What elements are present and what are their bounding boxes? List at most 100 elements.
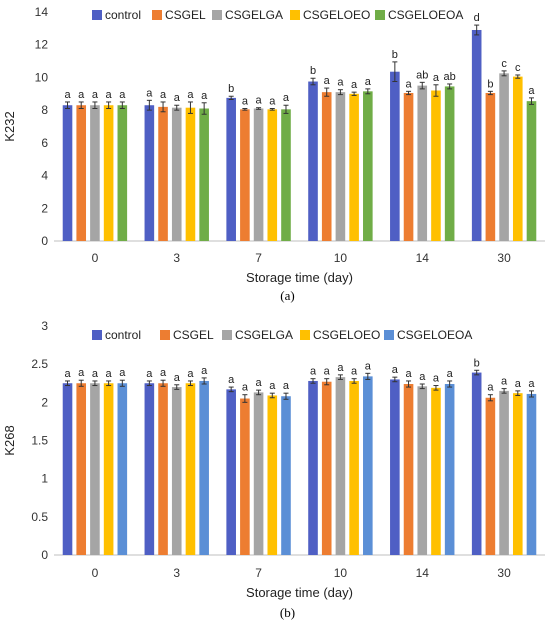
bar-csgel <box>76 105 87 241</box>
significance-letter: a <box>487 382 494 394</box>
bar-csgelga <box>253 108 264 241</box>
legend-label: CSGELOEO <box>313 328 380 342</box>
significance-letter: a <box>187 368 194 380</box>
x-tick-label: 14 <box>416 251 430 265</box>
x-tick-label: 0 <box>92 251 99 265</box>
significance-letter: a <box>392 364 399 376</box>
bar-csgeloeo <box>349 380 359 555</box>
significance-letter: a <box>447 368 454 380</box>
significance-letter: a <box>78 89 85 101</box>
bar-control <box>471 372 482 555</box>
x-axis-title: Storage time (day) <box>246 585 353 600</box>
bar-control <box>226 97 236 241</box>
significance-letter: a <box>174 92 181 104</box>
bar-control <box>62 105 73 241</box>
y-tick-label: 0 <box>41 234 48 248</box>
bar-csgeloeoa <box>444 384 455 555</box>
significance-letter: a <box>119 367 126 379</box>
significance-letter: a <box>92 368 99 380</box>
bar-csgel <box>158 383 168 555</box>
bar-csgeloeo <box>267 109 278 241</box>
significance-letter: a <box>324 366 331 378</box>
bar-csgeloeoa <box>363 91 373 241</box>
y-tick-label: 3 <box>41 319 48 333</box>
legend-label: CSGELOEOA <box>388 8 463 22</box>
significance-letter: d <box>474 12 480 24</box>
significance-letter: a <box>365 76 372 88</box>
y-tick-label: 0.5 <box>31 510 48 524</box>
bar-csgeloeo <box>103 105 114 241</box>
y-tick-label: 12 <box>35 38 49 52</box>
significance-letter: a <box>351 79 358 91</box>
bar-csgelga <box>171 107 182 241</box>
significance-letter: a <box>528 378 535 390</box>
x-tick-label: 0 <box>92 566 99 580</box>
legend-label: CSGELGA <box>225 8 283 22</box>
legend-swatch <box>300 330 310 340</box>
bar-csgeloeoa <box>363 376 373 555</box>
bar-csgeloeo <box>185 107 196 241</box>
significance-letter: b <box>228 83 234 95</box>
bar-csgeloeo <box>103 383 114 555</box>
significance-letter: a <box>187 89 194 101</box>
significance-letter: a <box>405 78 412 90</box>
bar-csgel <box>403 92 414 241</box>
significance-letter: a <box>515 378 522 390</box>
bar-csgelga <box>499 390 509 555</box>
bar-csgel <box>321 92 332 242</box>
y-tick-label: 14 <box>35 5 49 19</box>
bar-csgelga <box>90 383 100 555</box>
bar-csgelga <box>171 387 182 555</box>
x-axis-title: Storage time (day) <box>246 270 353 285</box>
bar-csgeloeoa <box>199 380 209 555</box>
y-tick-label: 2 <box>41 395 48 409</box>
bar-csgeloeoa <box>117 105 128 241</box>
y-axis-title: K232 <box>2 111 17 141</box>
x-tick-label: 30 <box>497 566 511 580</box>
legend-swatch <box>375 10 385 20</box>
bar-csgeloeo <box>431 387 441 555</box>
significance-letter: a <box>106 89 113 101</box>
significance-letter: ab <box>416 69 428 81</box>
bar-csgelga <box>253 392 264 555</box>
bar-csgelga <box>417 85 428 241</box>
significance-letter: a <box>228 374 235 386</box>
significance-letter: a <box>64 368 71 380</box>
x-tick-label: 10 <box>334 251 348 265</box>
significance-letter: a <box>256 377 263 389</box>
significance-letter: a <box>419 371 426 383</box>
significance-letter: a <box>528 85 535 97</box>
significance-letter: a <box>242 96 249 108</box>
significance-letter: a <box>337 77 344 89</box>
bar-control <box>471 29 482 241</box>
significance-letter: a <box>160 89 167 101</box>
significance-letter: a <box>64 89 71 101</box>
x-tick-label: 30 <box>497 251 511 265</box>
bar-csgeloeo <box>512 76 523 241</box>
significance-letter: a <box>160 367 167 379</box>
y-tick-label: 2.5 <box>31 357 48 371</box>
bar-control <box>308 380 318 555</box>
legend-swatch <box>152 10 162 20</box>
y-tick-label: 1 <box>41 472 48 486</box>
significance-letter: a <box>119 89 126 101</box>
significance-letter: a <box>337 362 344 374</box>
x-tick-label: 14 <box>416 566 430 580</box>
bar-csgel <box>158 106 168 241</box>
bar-csgeloeoa <box>281 109 291 241</box>
legend-label: CSGEL <box>165 8 206 22</box>
significance-letter: ab <box>444 71 456 83</box>
y-tick-label: 0 <box>41 548 48 562</box>
significance-letter: b <box>310 65 316 77</box>
y-tick-label: 2 <box>41 201 48 215</box>
legend-label: CSGELGA <box>235 328 293 342</box>
significance-letter: a <box>269 380 276 392</box>
significance-letter: c <box>501 58 507 70</box>
significance-letter: a <box>365 360 372 372</box>
bar-csgeloeoa <box>281 396 291 555</box>
legend-label: control <box>105 328 141 342</box>
y-tick-label: 6 <box>41 136 48 150</box>
bar-csgeloeoa <box>199 108 209 241</box>
legend-label: CSGEL <box>173 328 214 342</box>
